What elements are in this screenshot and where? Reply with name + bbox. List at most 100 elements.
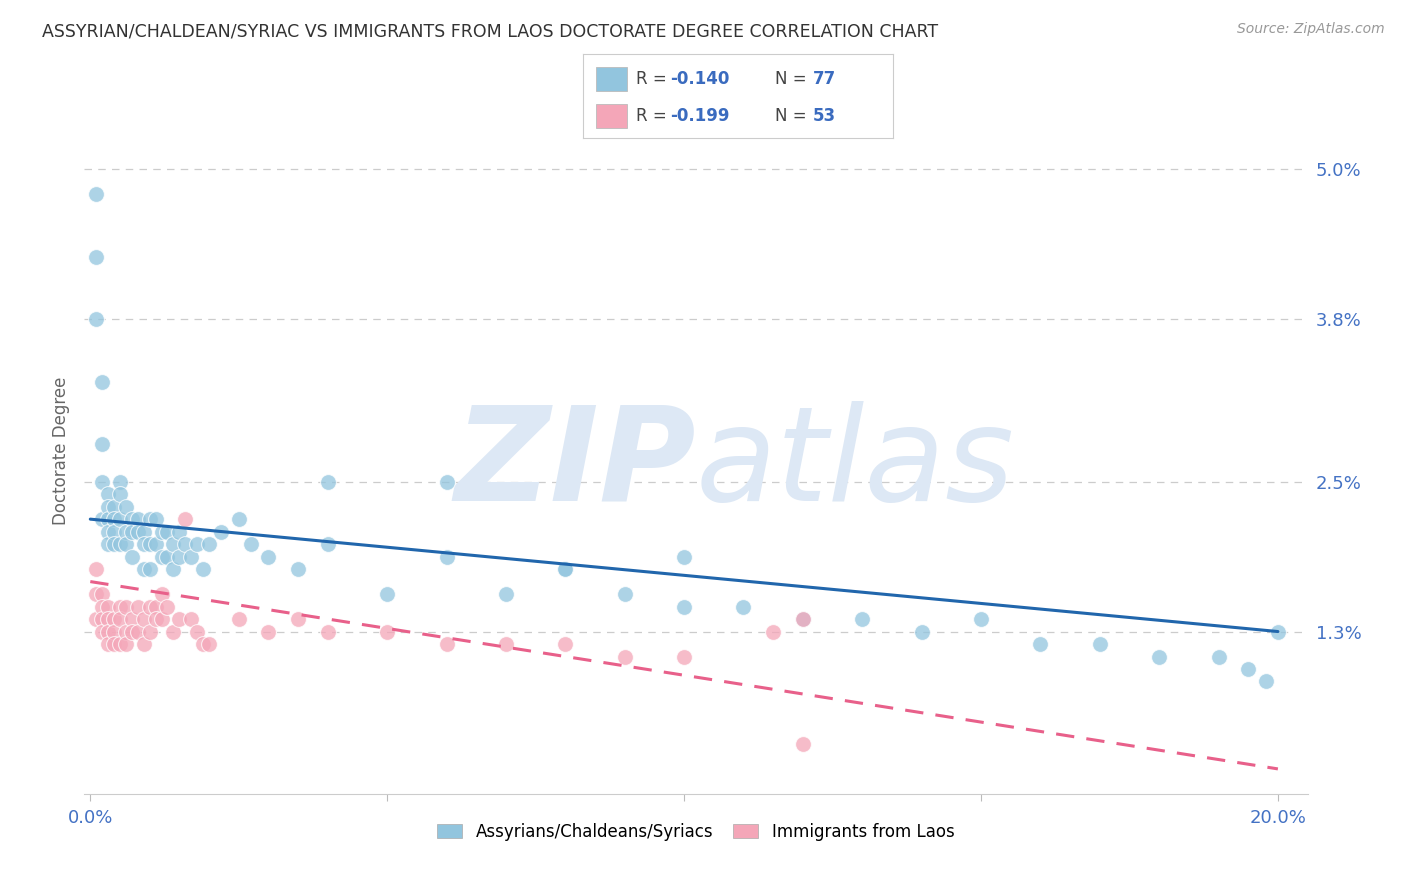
FancyBboxPatch shape <box>596 67 627 91</box>
Point <box>150 612 173 626</box>
Point <box>108 599 131 614</box>
Point <box>1254 674 1277 689</box>
Point <box>132 562 155 576</box>
Point <box>108 537 131 551</box>
Point <box>792 612 814 626</box>
Point <box>138 624 160 639</box>
Point <box>84 312 107 326</box>
Text: 53: 53 <box>813 107 835 125</box>
Point <box>97 537 120 551</box>
Point <box>191 637 214 651</box>
Point <box>174 512 197 526</box>
Text: R =: R = <box>636 107 672 125</box>
Point <box>138 537 160 551</box>
Point <box>186 624 208 639</box>
Point <box>1029 637 1052 651</box>
Point <box>156 524 179 539</box>
Text: atlas: atlas <box>696 401 1015 528</box>
Point <box>733 599 755 614</box>
Point <box>127 599 149 614</box>
Point <box>673 549 696 564</box>
Point <box>132 537 155 551</box>
Point <box>162 562 184 576</box>
Point <box>97 487 120 501</box>
Point <box>673 599 696 614</box>
Point <box>150 549 173 564</box>
Point <box>84 612 107 626</box>
Point <box>239 537 262 551</box>
Point <box>145 612 167 626</box>
Point <box>108 612 131 626</box>
Point <box>103 512 125 526</box>
Point <box>132 612 155 626</box>
Point <box>108 637 131 651</box>
Text: R =: R = <box>636 70 672 88</box>
Point <box>145 537 167 551</box>
Point <box>127 624 149 639</box>
Point <box>180 612 202 626</box>
Point <box>91 587 114 601</box>
Point <box>1237 662 1260 676</box>
Point <box>316 537 339 551</box>
Text: -0.199: -0.199 <box>671 107 730 125</box>
Point <box>115 624 138 639</box>
Point <box>316 475 339 489</box>
Point <box>436 549 458 564</box>
Point <box>970 612 993 626</box>
Point <box>316 624 339 639</box>
Point <box>97 612 120 626</box>
Point <box>103 537 125 551</box>
Point <box>436 637 458 651</box>
Point <box>287 562 309 576</box>
Point <box>97 524 120 539</box>
Point <box>103 637 125 651</box>
Point <box>91 612 114 626</box>
Point <box>103 524 125 539</box>
Point <box>91 475 114 489</box>
Point <box>97 599 120 614</box>
Point <box>121 624 143 639</box>
FancyBboxPatch shape <box>596 104 627 128</box>
Point <box>495 587 517 601</box>
Point <box>554 637 576 651</box>
Text: ASSYRIAN/CHALDEAN/SYRIAC VS IMMIGRANTS FROM LAOS DOCTORATE DEGREE CORRELATION CH: ASSYRIAN/CHALDEAN/SYRIAC VS IMMIGRANTS F… <box>42 22 938 40</box>
Point <box>138 562 160 576</box>
Point <box>613 649 636 664</box>
Point <box>186 537 208 551</box>
Point <box>169 524 191 539</box>
Point <box>91 624 114 639</box>
Point <box>91 375 114 389</box>
Point <box>132 637 155 651</box>
Point <box>108 475 131 489</box>
Point <box>198 637 221 651</box>
Point <box>138 599 160 614</box>
Point <box>156 549 179 564</box>
Text: Source: ZipAtlas.com: Source: ZipAtlas.com <box>1237 22 1385 37</box>
Point <box>97 512 120 526</box>
Point <box>115 537 138 551</box>
Legend: Assyrians/Chaldeans/Syriacs, Immigrants from Laos: Assyrians/Chaldeans/Syriacs, Immigrants … <box>430 816 962 847</box>
Point <box>145 599 167 614</box>
Point <box>169 549 191 564</box>
Point <box>198 537 221 551</box>
Point <box>191 562 214 576</box>
Point <box>375 587 398 601</box>
Point <box>228 612 250 626</box>
Point <box>209 524 232 539</box>
Point <box>127 524 149 539</box>
Point <box>174 537 197 551</box>
Point <box>1208 649 1230 664</box>
Text: -0.140: -0.140 <box>671 70 730 88</box>
Point <box>554 562 576 576</box>
Point <box>91 512 114 526</box>
Point <box>121 549 143 564</box>
Point <box>554 562 576 576</box>
Point <box>91 437 114 451</box>
Point <box>103 624 125 639</box>
Point <box>851 612 873 626</box>
Point <box>257 624 280 639</box>
Point <box>97 637 120 651</box>
Point <box>121 612 143 626</box>
Point <box>169 612 191 626</box>
Point <box>115 500 138 514</box>
